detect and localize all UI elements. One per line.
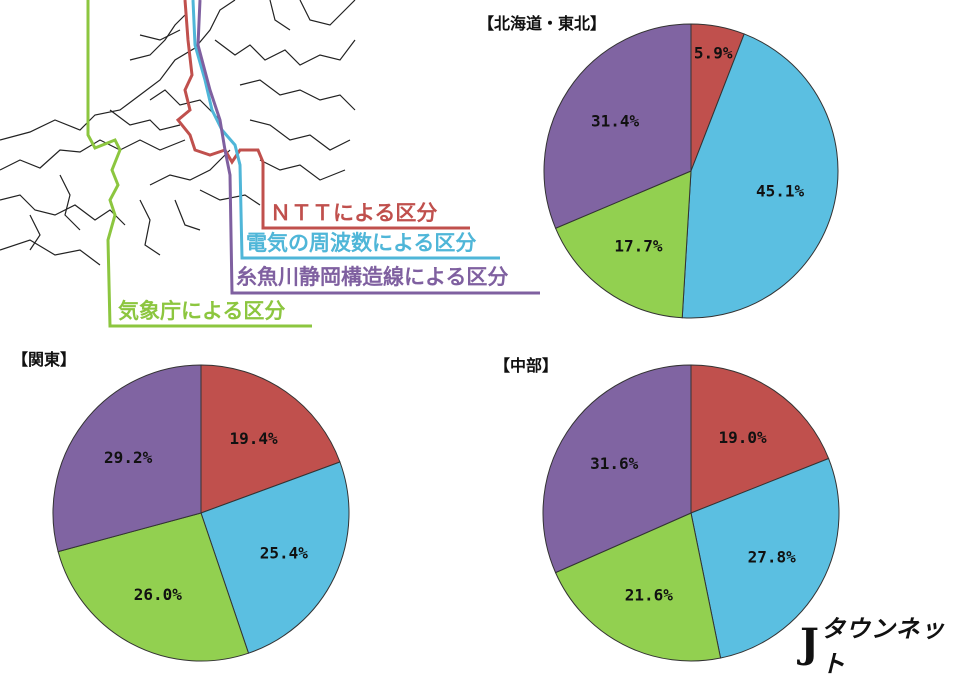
ntt-boundary-line [175, 0, 470, 230]
pie-label-frequency: 25.4% [260, 544, 309, 563]
pie-slice-frequency [681, 33, 839, 319]
pie-label-jma: 21.6% [625, 585, 674, 604]
pie-label-frequency: 45.1% [756, 181, 805, 200]
prefecture-outlines [0, 0, 356, 266]
pie-slice-frequency [690, 457, 840, 659]
legend-frequency-label: 電気の周波数による区分 [246, 231, 476, 255]
logo-text: タウンネット [820, 615, 946, 678]
legend-jma-label: 気象庁による区分 [118, 299, 285, 323]
chart-title-chubu: 【中部】 [494, 356, 559, 375]
chart-title-kanto: 【関東】 [12, 350, 77, 369]
pie-label-ntt: 5.9% [694, 44, 733, 63]
pie-label-jma: 26.0% [134, 585, 183, 604]
logo-mark: J [800, 620, 819, 667]
pie-label-tectonic: 29.2% [104, 448, 153, 467]
pie-slice-ntt [690, 364, 830, 514]
legend-ntt-label: ＮＴＴによる区分 [270, 201, 437, 225]
jma-boundary-line [86, 0, 312, 328]
j-townnet-logo: J タウンネット [800, 615, 960, 678]
pie-slice-jma [554, 170, 692, 319]
pie-label-frequency: 27.8% [748, 548, 797, 567]
pie-slice-jma [554, 512, 722, 662]
pie-label-ntt: 19.0% [718, 428, 767, 447]
pie-slice-tectonic [543, 23, 692, 229]
pie-slice-jma [57, 512, 250, 662]
pie-slice-tectonic [52, 364, 202, 553]
pie-slice-frequency [200, 461, 350, 654]
tectonic-boundary-line [196, 0, 540, 295]
pie-label-tectonic: 31.4% [591, 112, 640, 131]
pie-slice-tectonic [542, 364, 692, 574]
pie-label-jma: 17.7% [614, 236, 663, 255]
chart-title-hokkaido-tohoku: 【北海道・東北】 [478, 14, 607, 33]
pie-slice-ntt [200, 364, 341, 514]
pie-label-ntt: 19.4% [229, 429, 278, 448]
legend-tectonic-label: 糸魚川静岡構造線による区分 [236, 265, 508, 289]
pie-label-tectonic: 31.6% [590, 454, 639, 473]
